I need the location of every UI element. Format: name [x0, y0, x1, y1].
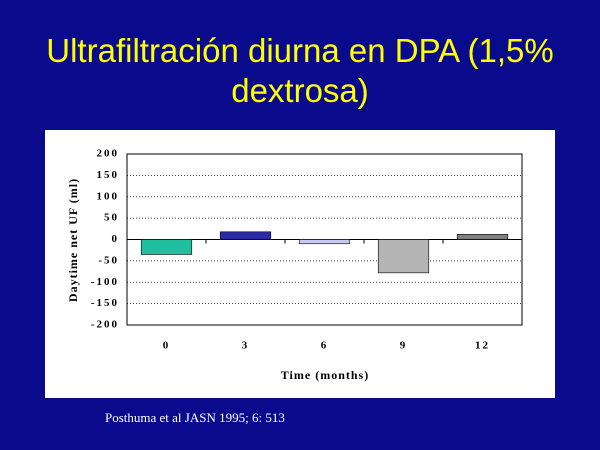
x-tick-label: 12 [475, 340, 490, 352]
y-tick-label: -100 [91, 276, 119, 288]
y-tick-label: 50 [104, 212, 119, 224]
x-tick-label: 6 [321, 340, 329, 352]
title-line: dextrosa) [231, 72, 369, 109]
y-tick-label: -150 [91, 297, 119, 309]
x-tick-label: 9 [400, 340, 408, 352]
bar [140, 239, 193, 255]
x-axis-label: Time (months) [281, 368, 369, 382]
bar [298, 239, 351, 245]
bar [219, 231, 272, 240]
bar [456, 234, 509, 240]
chart-panel [45, 130, 555, 398]
y-tick-label: -50 [98, 254, 119, 266]
title-line: Ultrafiltración diurna en DPA (1,5% [46, 32, 553, 69]
y-axis-label: Daytime net UF (ml) [66, 178, 80, 302]
bar [377, 239, 430, 274]
y-tick-label: 100 [97, 190, 120, 202]
y-tick-label: 150 [97, 169, 120, 181]
y-tick-label: 0 [112, 233, 120, 245]
x-tick-label: 0 [163, 340, 171, 352]
y-tick-label: 200 [97, 148, 120, 160]
y-tick-label: -200 [91, 319, 119, 331]
source: Posthuma et al JASN 1995; 6: 513 [105, 410, 285, 425]
x-tick-label: 3 [242, 340, 250, 352]
